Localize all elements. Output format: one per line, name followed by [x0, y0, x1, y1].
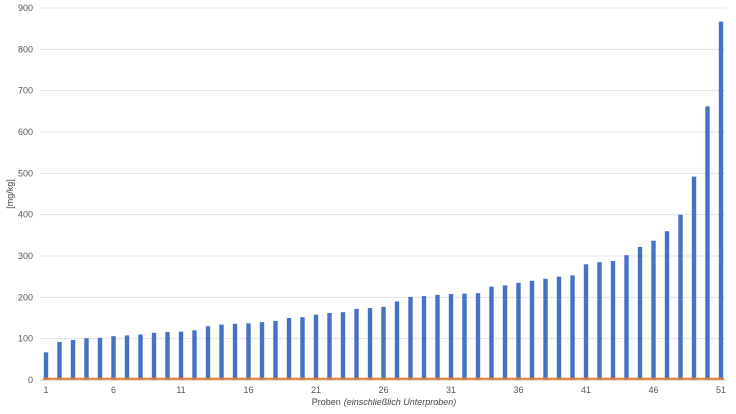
bar — [448, 294, 454, 380]
x-tick-label: 26 — [378, 385, 388, 395]
bar — [664, 231, 670, 380]
x-tick-label: 46 — [648, 385, 658, 395]
bar — [624, 255, 629, 380]
bar — [286, 318, 292, 380]
bar — [435, 294, 440, 380]
x-tick-label: 31 — [446, 385, 456, 395]
bar — [705, 106, 710, 381]
bar — [597, 262, 602, 380]
bar — [178, 331, 184, 380]
bar — [97, 337, 103, 380]
bar — [111, 336, 116, 380]
bar — [232, 323, 238, 380]
bar — [421, 296, 427, 380]
bar — [192, 330, 197, 380]
bar — [313, 314, 319, 380]
bar — [57, 341, 62, 380]
y-tick-label: 600 — [18, 127, 33, 137]
x-axis-title: Proben (einschließlich Unterproben) — [312, 397, 457, 407]
y-tick-label: 800 — [18, 44, 33, 54]
bar — [84, 338, 89, 380]
bar — [489, 286, 494, 380]
y-tick-label: 400 — [18, 210, 33, 220]
bar — [529, 280, 535, 380]
y-tick-label: 200 — [18, 292, 33, 302]
bar — [408, 296, 413, 380]
bar — [354, 308, 359, 380]
bar — [300, 317, 305, 380]
x-axis-title-main: Proben — [312, 397, 341, 407]
y-tick-label: 500 — [18, 168, 33, 178]
bar — [165, 332, 170, 380]
bar — [367, 308, 373, 380]
bar — [583, 264, 589, 380]
bars — [43, 21, 724, 381]
bar — [43, 352, 49, 380]
x-tick-label: 21 — [311, 385, 321, 395]
bar — [246, 323, 251, 380]
x-tick-label: 11 — [176, 385, 185, 395]
bar — [610, 260, 616, 380]
bar — [516, 282, 521, 380]
y-tick-label: 700 — [18, 86, 33, 96]
bar — [462, 293, 467, 380]
bar — [637, 246, 643, 380]
x-tick-label: 36 — [513, 385, 523, 395]
bar — [475, 293, 481, 380]
bar — [327, 313, 332, 380]
bar — [70, 339, 76, 380]
y-tick-label: 300 — [18, 251, 33, 261]
bar — [219, 324, 224, 380]
y-axis-title: [mg/kg] — [5, 179, 15, 209]
bar — [259, 322, 265, 380]
bar — [151, 332, 157, 380]
bar — [570, 275, 575, 380]
bar — [273, 320, 278, 380]
x-tick-label: 1 — [43, 385, 48, 395]
x-tick-label: 6 — [111, 385, 116, 395]
bar — [651, 240, 656, 380]
y-axis-ticks: 0 100 200 300 400 500 600 700 800 900 — [18, 3, 33, 385]
bar — [691, 176, 697, 380]
x-tick-label: 51 — [716, 385, 726, 395]
x-tick-label: 41 — [581, 385, 591, 395]
bar — [138, 334, 143, 380]
bar — [381, 306, 386, 380]
bar — [556, 276, 562, 380]
y-tick-label: 900 — [18, 3, 33, 13]
bar — [718, 21, 724, 380]
bar — [340, 312, 346, 380]
bar — [124, 335, 130, 380]
bar — [205, 326, 211, 380]
y-tick-label: 100 — [18, 334, 33, 344]
y-tick-label: 0 — [28, 375, 33, 385]
x-axis-ticks: 1 6 11 16 21 26 31 36 41 46 51 — [43, 385, 726, 395]
x-axis-title-italic: (einschließlich Unterproben) — [344, 397, 457, 407]
bar — [394, 301, 400, 380]
x-tick-label: 16 — [243, 385, 253, 395]
bar — [678, 214, 683, 380]
bar — [543, 278, 548, 380]
bar — [502, 285, 508, 380]
